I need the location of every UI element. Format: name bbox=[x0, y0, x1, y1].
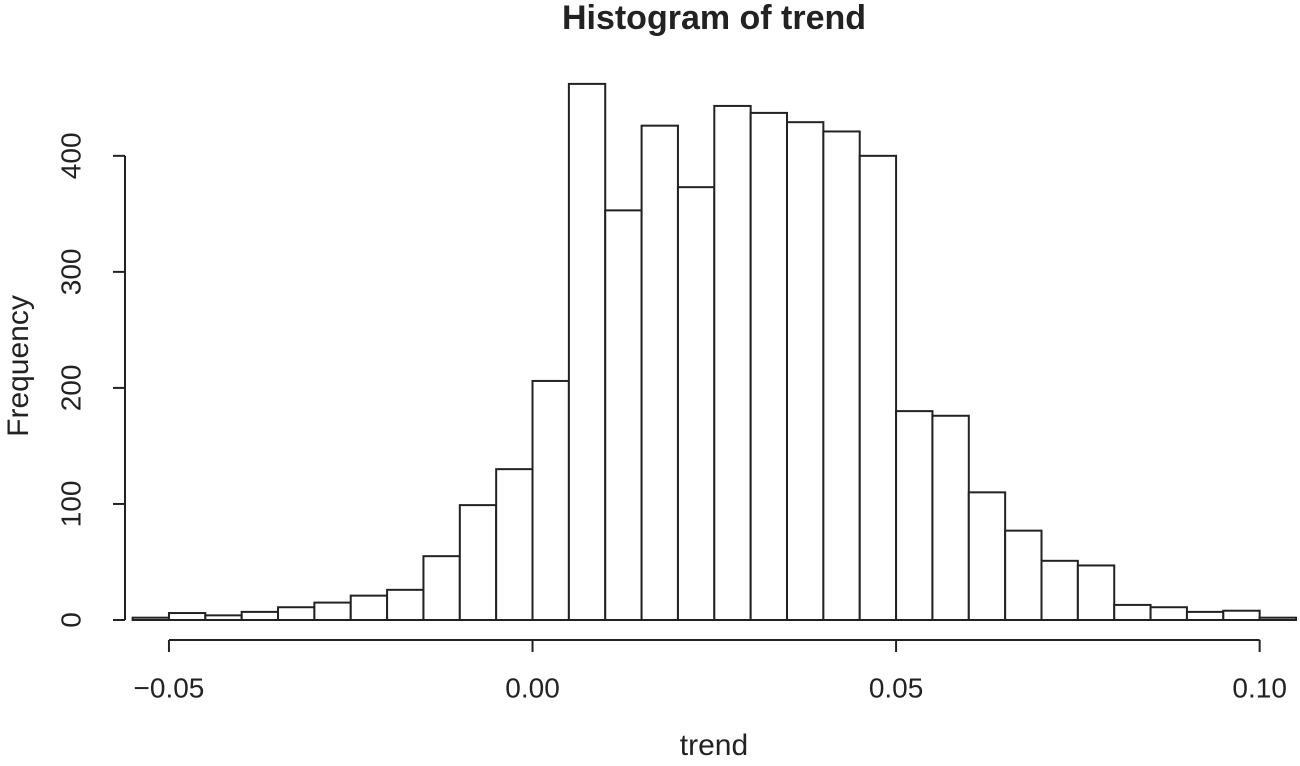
bar bbox=[1185, 610, 1225, 621]
bar bbox=[386, 588, 425, 621]
y-tick-label: 200 bbox=[55, 365, 86, 412]
bar bbox=[495, 468, 534, 622]
bar bbox=[1222, 609, 1261, 622]
bar bbox=[313, 601, 352, 621]
x-tick-label: 0.10 bbox=[1232, 672, 1287, 703]
bar bbox=[422, 555, 461, 621]
x-tick-label: 0.05 bbox=[869, 672, 924, 703]
bar bbox=[167, 612, 207, 621]
bar bbox=[931, 414, 970, 621]
bar bbox=[640, 124, 679, 621]
bar bbox=[786, 121, 825, 622]
bar bbox=[676, 186, 716, 621]
chart-title: Histogram of trend bbox=[562, 0, 866, 37]
bar bbox=[967, 491, 1007, 621]
y-tick-label: 0 bbox=[55, 612, 86, 628]
bar bbox=[858, 154, 898, 621]
bar bbox=[749, 111, 789, 621]
bar bbox=[567, 82, 607, 621]
bar bbox=[240, 610, 280, 621]
bar bbox=[131, 616, 170, 621]
bar bbox=[531, 379, 570, 621]
bar bbox=[822, 130, 861, 622]
x-axis-label: trend bbox=[680, 729, 748, 762]
bar bbox=[277, 606, 316, 621]
bar bbox=[1149, 606, 1188, 621]
y-tick-label: 300 bbox=[55, 249, 86, 296]
bar bbox=[1258, 616, 1298, 621]
bar bbox=[713, 104, 752, 621]
bar bbox=[204, 614, 243, 622]
bar bbox=[1004, 529, 1043, 621]
bar bbox=[1113, 603, 1152, 622]
y-tick-label: 400 bbox=[55, 132, 86, 179]
bar bbox=[1040, 559, 1079, 621]
bar bbox=[1076, 564, 1116, 621]
bar bbox=[349, 594, 389, 621]
bar bbox=[458, 504, 498, 621]
y-tick-label: 100 bbox=[55, 481, 86, 528]
bar bbox=[604, 209, 643, 621]
bar bbox=[895, 410, 934, 621]
y-axis-label: Frequency bbox=[2, 295, 35, 437]
x-tick-label: 0.00 bbox=[505, 672, 560, 703]
x-tick-label: −0.05 bbox=[134, 672, 205, 703]
